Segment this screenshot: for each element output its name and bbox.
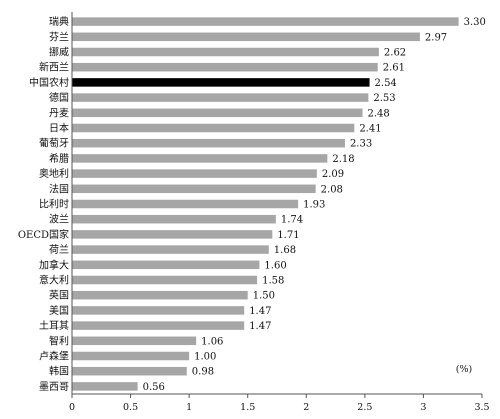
category-label: 丹麦	[49, 107, 69, 119]
value-label: 2.09	[322, 169, 344, 180]
bar	[72, 154, 328, 163]
bar	[72, 260, 260, 270]
x-tick-label: 3	[420, 402, 426, 413]
value-label: 2.61	[383, 63, 405, 74]
x-tick-label: 2	[303, 402, 309, 413]
bar	[72, 321, 245, 330]
bar	[72, 169, 317, 178]
bar	[72, 32, 420, 42]
value-label: 2.08	[321, 184, 343, 195]
value-label: 1.60	[264, 260, 286, 271]
bar	[72, 351, 190, 361]
category-label: 美国	[49, 304, 69, 317]
bar	[72, 184, 316, 194]
value-label: 0.56	[143, 382, 165, 393]
x-tick-label: 1	[186, 402, 192, 413]
category-label: 德国	[49, 91, 69, 104]
x-tick-label: 2.5	[357, 402, 372, 413]
category-label: 卢森堡	[39, 350, 69, 363]
value-label: 2.62	[384, 48, 406, 59]
category-label: 墨西哥	[39, 381, 69, 393]
bar	[72, 306, 245, 315]
bar	[72, 336, 197, 346]
bar	[72, 108, 363, 118]
category-label: 荷兰	[49, 243, 69, 256]
category-label: 挪威	[49, 46, 69, 59]
unit-label: (%)	[456, 364, 472, 375]
category-label: 葡萄牙	[39, 137, 69, 150]
bar	[72, 214, 276, 224]
bar	[72, 245, 269, 254]
x-tick-label: 0.5	[123, 402, 138, 413]
bar	[72, 382, 138, 391]
category-label: 新西兰	[39, 61, 69, 74]
category-label: 中国农村	[29, 76, 69, 89]
category-label: 英国	[49, 289, 69, 302]
category-label: 波兰	[49, 213, 69, 226]
value-label: 1.74	[281, 215, 303, 226]
value-label: 2.54	[375, 78, 397, 89]
value-label: 1.71	[277, 230, 299, 241]
value-label: 1.58	[262, 276, 284, 287]
value-label: 1.00	[194, 352, 216, 363]
category-label: 加拿大	[39, 258, 69, 271]
value-label: 2.41	[359, 124, 381, 135]
bar	[72, 78, 370, 87]
category-label: OECD国家	[18, 228, 69, 241]
category-label: 智利	[49, 334, 69, 347]
bar	[72, 138, 345, 148]
value-label: 1.06	[201, 336, 223, 347]
value-label: 2.18	[332, 154, 354, 165]
value-label: 1.68	[274, 245, 296, 256]
category-label: 芬兰	[49, 30, 69, 43]
value-labels: 3.30 2.97 2.62 2.61 2.54 2.53 2.48 2.41 2.33 2.18…	[143, 17, 486, 393]
x-axis-ticks: 0 0.5 1 1.5 2 2.5 3 3.5	[69, 394, 490, 413]
value-label: 1.50	[253, 291, 275, 302]
category-label: 意大利	[39, 274, 69, 287]
bar	[72, 275, 258, 285]
bar	[72, 199, 299, 209]
bar	[72, 290, 248, 300]
bar	[72, 366, 187, 376]
value-label: 0.98	[192, 367, 214, 378]
bar	[72, 93, 369, 102]
category-label: 希腊	[49, 152, 69, 165]
value-label: 3.30	[464, 17, 486, 28]
value-label: 2.97	[425, 32, 447, 43]
x-tick-label: 0	[69, 402, 75, 413]
category-label: 日本	[49, 122, 69, 135]
value-label: 1.93	[303, 200, 325, 211]
x-tick-label: 1.5	[240, 402, 255, 413]
bar	[72, 17, 459, 26]
category-label: 瑞典	[49, 15, 69, 28]
bar	[72, 230, 273, 239]
category-label: 土耳其	[39, 319, 69, 332]
category-label: 奥地利	[39, 167, 69, 180]
bar	[72, 47, 379, 57]
value-label: 2.48	[368, 108, 390, 119]
bars-group	[72, 17, 459, 391]
value-label: 2.53	[373, 93, 395, 104]
value-label: 1.47	[249, 321, 271, 332]
category-label: 比利时	[39, 199, 69, 211]
category-label: 法国	[49, 182, 69, 195]
value-label: 1.47	[249, 306, 271, 317]
x-tick-label: 3.5	[474, 402, 489, 413]
category-label: 韩国	[49, 365, 69, 378]
bar	[72, 62, 378, 72]
bar	[72, 123, 355, 133]
value-label: 2.33	[350, 139, 372, 150]
